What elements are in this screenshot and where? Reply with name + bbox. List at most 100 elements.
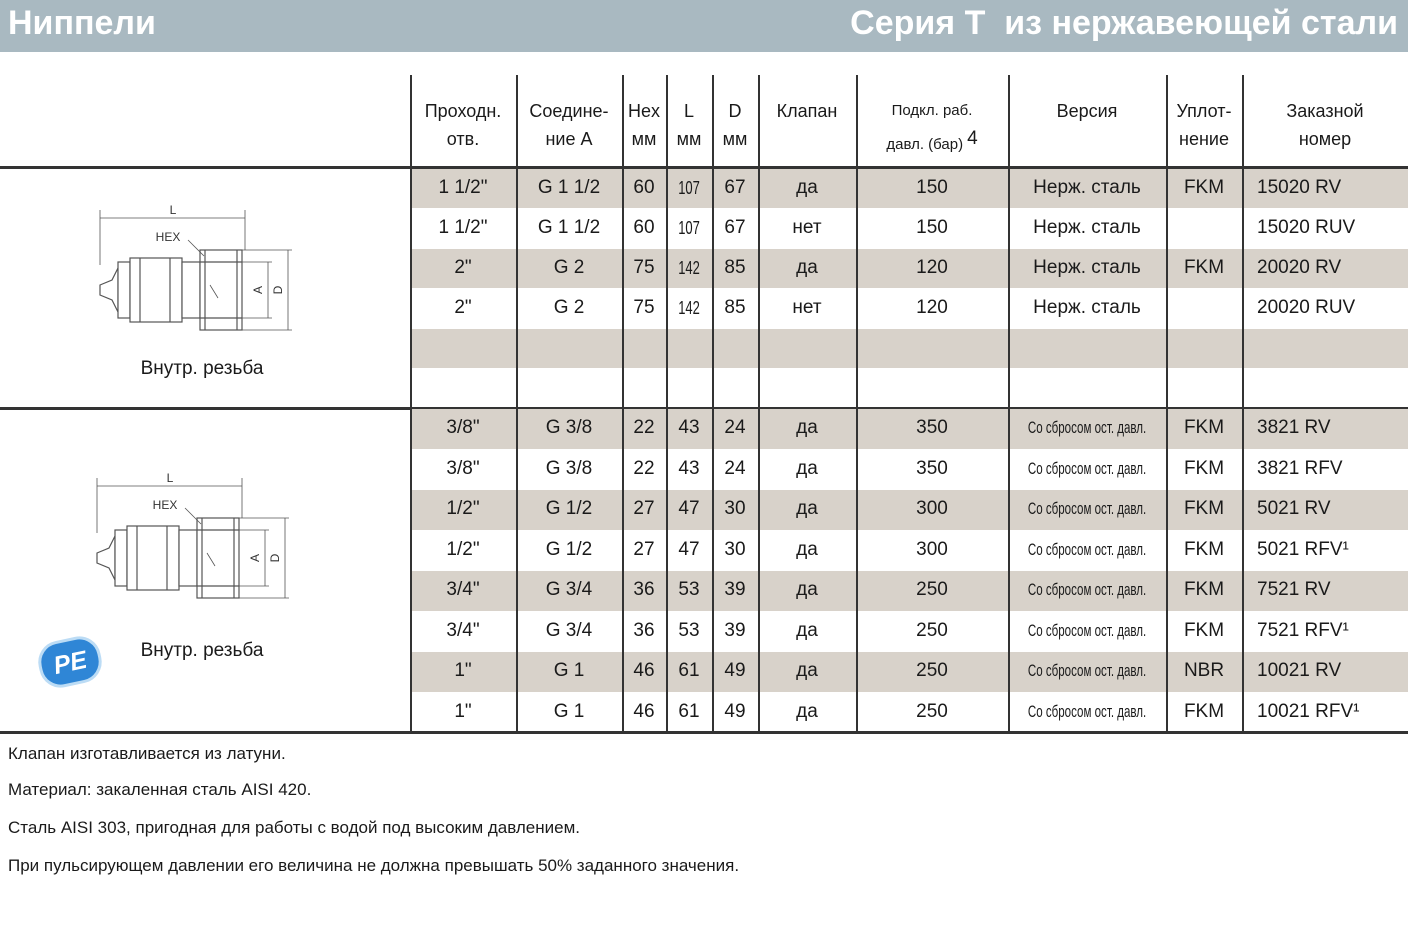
cell-text: Со сбросом ост. давл. (1027, 580, 1147, 600)
header-line: ние A (545, 129, 593, 149)
table-cell: 47 (678, 498, 700, 520)
table-cell: да (796, 177, 818, 198)
table-cell: 85 (724, 297, 746, 318)
drawing-caption: Внутр. резьба (141, 358, 264, 379)
table-cell: Со сбросом ост. давл. (1008, 530, 1166, 571)
table-cell: NBR (1183, 660, 1225, 682)
footnote: Материал: закаленная сталь AISI 420. (8, 780, 312, 799)
table-cell: 75 (633, 257, 655, 278)
table-cell: G 1 (553, 700, 585, 722)
table-cell: 1 1/2" (438, 177, 488, 198)
table-cell: 49 (724, 660, 746, 682)
table-cell: FKM (1183, 579, 1225, 601)
table-cell: FKM (1183, 619, 1225, 641)
rule (0, 166, 1408, 169)
cell-text: Со сбросом ост. давл. (1027, 499, 1147, 519)
table-cell: 60 (633, 217, 655, 238)
column-header: Соедине-ние A (516, 75, 622, 167)
table-cell: FKM (1183, 498, 1225, 520)
table-cell: 250 (916, 579, 948, 601)
nipple-drawing (96, 477, 290, 599)
table-cell: 150 (916, 217, 948, 238)
table-cell: 120 (916, 257, 948, 278)
table-cell: 5021 RFV¹ (1257, 538, 1349, 560)
table-cell: FKM (1183, 257, 1225, 278)
header-line: Проходн. (424, 101, 502, 121)
header-line: Соедине- (529, 101, 609, 121)
table-cell: 142 (666, 248, 712, 288)
table-cell: G 1 1/2 (537, 217, 601, 238)
rule (0, 407, 1408, 410)
table-cell: Со сбросом ост. давл. (1008, 570, 1166, 611)
cell-text: Со сбросом ост. давл. (1027, 620, 1147, 640)
table-cell: G 1/2 (545, 538, 593, 560)
header-line: мм (631, 129, 657, 149)
row-shade (410, 169, 1408, 208)
table-cell: 24 (724, 457, 746, 479)
table-cell: Со сбросом ост. давл. (1008, 449, 1166, 490)
table-cell: 1/2" (446, 538, 480, 560)
column-line (622, 75, 624, 732)
cell-text: Со сбросом ост. давл. (1027, 661, 1147, 681)
table-cell: 24 (724, 417, 746, 439)
table-cell: 2" (454, 297, 472, 318)
table-cell: 5021 RV (1257, 498, 1331, 520)
cell-text: Со сбросом ост. давл. (1027, 539, 1147, 559)
cell-text: 107 (678, 217, 700, 238)
row-shade (410, 409, 1408, 449)
table-cell: 47 (678, 538, 700, 560)
header-line: нение (1179, 129, 1229, 149)
column-header: Hex мм (622, 75, 666, 167)
table-cell: 75 (633, 297, 655, 318)
table-cell: 67 (724, 217, 746, 238)
column-line (856, 75, 858, 732)
header-line: Hex (627, 101, 660, 121)
table-cell: Со сбросом ост. давл. (1008, 692, 1166, 733)
table-cell: G 3/8 (545, 457, 593, 479)
column-line (758, 75, 760, 732)
table-cell: нет (792, 217, 822, 238)
dim-label: L (170, 203, 177, 217)
drawings: L HEX A D L HEX A D Внутр. резьба Внутр.… (38, 203, 293, 688)
cell-text: 142 (678, 297, 700, 318)
table-cell: G 1/2 (545, 498, 593, 520)
table-cell: 300 (916, 538, 948, 560)
table-cell: Нерж. сталь (1033, 257, 1141, 278)
header-line: отв. (446, 129, 480, 149)
dim-label: HEX (156, 230, 181, 244)
table-cell: 3/4" (446, 579, 480, 601)
table-cell: 39 (724, 579, 746, 601)
table-cell: Нерж. сталь (1033, 217, 1141, 238)
table-cell: 1" (454, 660, 472, 682)
table-cell: 27 (633, 538, 655, 560)
rule (0, 731, 1408, 734)
header-line-wrap: давл. (бар) 4 (886, 125, 977, 159)
series-title: Серия T из нержавеющей стали (850, 4, 1398, 42)
table-cell: 15020 RUV (1257, 217, 1356, 238)
row-shade (410, 490, 1408, 530)
table-cell: FKM (1183, 700, 1225, 722)
header-line: Уплот- (1176, 101, 1232, 121)
table-cell: 142 (666, 288, 712, 328)
table-cell: 250 (916, 700, 948, 722)
table-cell: да (796, 538, 818, 560)
table-cell: 49 (724, 700, 746, 722)
column-header: Версия (1008, 75, 1166, 167)
column-line (1166, 75, 1168, 732)
table-cell: 300 (916, 498, 948, 520)
dim-label: HEX (153, 498, 178, 512)
table-cell: да (796, 457, 818, 479)
header-line: мм (722, 129, 748, 149)
table-cell: да (796, 660, 818, 682)
table-cell: G 3/8 (545, 417, 593, 439)
table-cell: 20020 RV (1257, 257, 1342, 278)
pe-badge: PE (38, 636, 102, 688)
header-line: D (728, 101, 742, 121)
table-cell: 3/4" (446, 619, 480, 641)
table-cell: Нерж. сталь (1033, 177, 1141, 198)
header-bar: Ниппели Серия T из нержавеющей стали (0, 0, 1408, 52)
table-cell: 1" (454, 700, 472, 722)
table-cell: 60 (633, 177, 655, 198)
table-cell: 43 (678, 417, 700, 439)
header-line: Клапан (776, 101, 838, 121)
